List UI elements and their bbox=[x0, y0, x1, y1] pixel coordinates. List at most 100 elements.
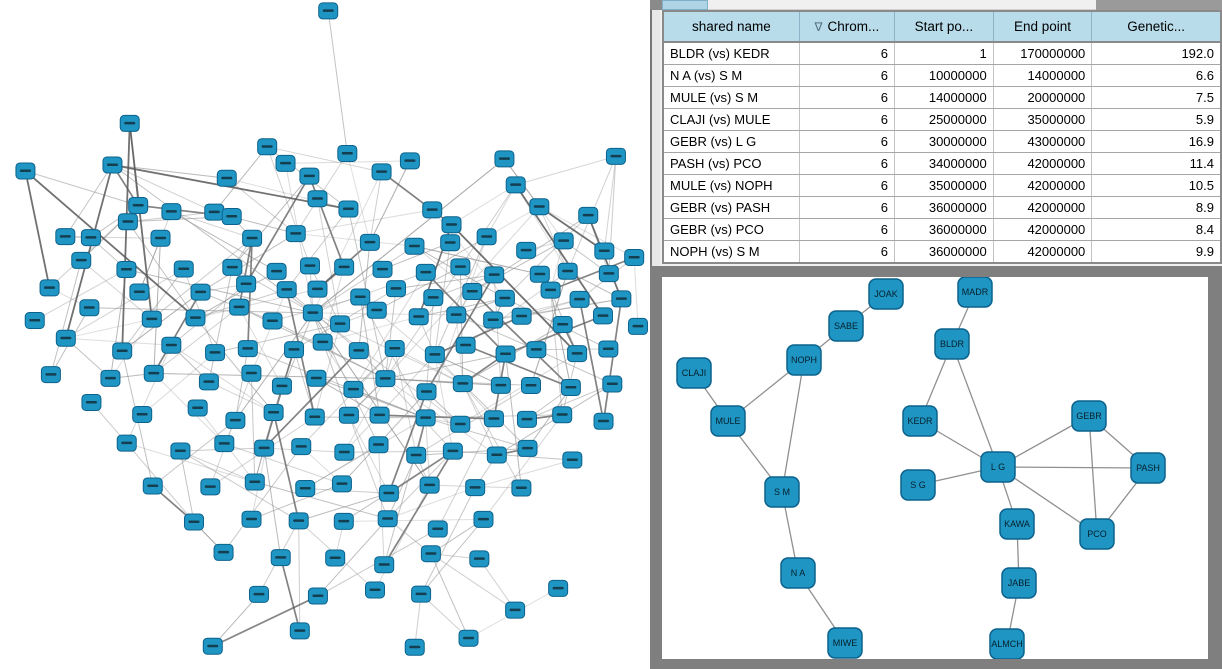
graph-node-n-a[interactable]: N A bbox=[780, 557, 816, 589]
graph-node[interactable] bbox=[562, 451, 583, 469]
graph-node[interactable] bbox=[446, 306, 467, 324]
graph-node[interactable] bbox=[307, 190, 328, 208]
graph-node[interactable] bbox=[214, 435, 235, 453]
graph-node[interactable] bbox=[128, 196, 149, 214]
graph-node[interactable] bbox=[540, 281, 561, 299]
graph-node[interactable] bbox=[299, 167, 320, 185]
graph-node[interactable] bbox=[560, 378, 581, 396]
graph-node[interactable] bbox=[185, 309, 206, 327]
graph-node[interactable] bbox=[39, 279, 60, 297]
graph-node[interactable] bbox=[183, 513, 204, 531]
graph-node[interactable] bbox=[598, 265, 619, 283]
graph-node-jabe[interactable]: JABE bbox=[1001, 567, 1037, 599]
graph-node[interactable] bbox=[334, 443, 355, 461]
graph-node[interactable] bbox=[552, 406, 573, 424]
graph-node[interactable] bbox=[624, 248, 645, 266]
graph-node[interactable] bbox=[241, 510, 262, 528]
graph-node[interactable] bbox=[404, 638, 425, 656]
graph-node[interactable] bbox=[289, 622, 310, 640]
graph-node[interactable] bbox=[266, 262, 287, 280]
graph-node[interactable] bbox=[81, 393, 102, 411]
graph-node[interactable] bbox=[333, 512, 354, 530]
graph-node[interactable] bbox=[55, 228, 76, 246]
graph-node[interactable] bbox=[511, 479, 532, 497]
graph-node[interactable] bbox=[213, 543, 234, 561]
graph-node[interactable] bbox=[205, 344, 226, 362]
graph-node[interactable] bbox=[100, 369, 121, 387]
graph-node[interactable] bbox=[406, 446, 427, 464]
graph-node[interactable] bbox=[424, 346, 445, 364]
graph-node[interactable] bbox=[521, 376, 542, 394]
graph-node[interactable] bbox=[285, 225, 306, 243]
graph-node[interactable] bbox=[295, 480, 316, 498]
graph-node[interactable] bbox=[516, 410, 537, 428]
graph-node[interactable] bbox=[593, 412, 614, 430]
graph-node[interactable] bbox=[119, 114, 140, 132]
graph-node[interactable] bbox=[112, 342, 133, 360]
graph-node[interactable] bbox=[348, 342, 369, 360]
small-network-canvas[interactable]: JOAK MADR SABE NOPH BLDR CLAJI MULE KEDR GEBR L G… bbox=[662, 277, 1208, 659]
graph-node[interactable] bbox=[627, 317, 648, 335]
graph-node[interactable] bbox=[202, 637, 223, 655]
graph-node[interactable] bbox=[117, 213, 138, 231]
graph-node[interactable] bbox=[455, 336, 476, 354]
graph-node-bldr[interactable]: BLDR bbox=[934, 328, 970, 360]
graph-node[interactable] bbox=[241, 364, 262, 382]
graph-node[interactable] bbox=[150, 229, 171, 247]
graph-node[interactable] bbox=[338, 406, 359, 424]
graph-node[interactable] bbox=[440, 234, 461, 252]
table-row[interactable]: MULE (vs) NOPH 6 35000000 42000000 10.5 bbox=[663, 174, 1221, 197]
graph-node[interactable] bbox=[473, 510, 494, 528]
graph-node[interactable] bbox=[307, 587, 328, 605]
graph-node[interactable] bbox=[378, 484, 399, 502]
table-row[interactable]: GEBR (vs) PCO 6 36000000 42000000 8.4 bbox=[663, 218, 1221, 241]
graph-node[interactable] bbox=[605, 147, 626, 165]
graph-node[interactable] bbox=[469, 550, 490, 568]
graph-node[interactable] bbox=[291, 438, 312, 456]
graph-node-pco[interactable]: PCO bbox=[1079, 518, 1115, 550]
graph-node[interactable] bbox=[237, 340, 258, 358]
graph-node[interactable] bbox=[225, 411, 246, 429]
graph-node[interactable] bbox=[420, 545, 441, 563]
graph-node[interactable] bbox=[216, 169, 237, 187]
graph-node[interactable] bbox=[548, 579, 569, 597]
graph-node[interactable] bbox=[254, 439, 275, 457]
graph-node[interactable] bbox=[306, 369, 327, 387]
graph-node[interactable] bbox=[350, 288, 371, 306]
graph-node[interactable] bbox=[442, 442, 463, 460]
graph-node[interactable] bbox=[486, 446, 507, 464]
graph-node[interactable] bbox=[511, 307, 532, 325]
graph-node[interactable] bbox=[368, 436, 389, 454]
graph-node[interactable] bbox=[441, 216, 462, 234]
graph-node[interactable] bbox=[423, 289, 444, 307]
graph-node[interactable] bbox=[408, 308, 429, 326]
graph-node[interactable] bbox=[270, 549, 291, 567]
graph-node[interactable] bbox=[483, 410, 504, 428]
graph-node[interactable] bbox=[450, 415, 471, 433]
graph-node[interactable] bbox=[263, 403, 284, 421]
graph-node[interactable] bbox=[404, 237, 425, 255]
graph-node[interactable] bbox=[415, 409, 436, 427]
graph-node[interactable] bbox=[552, 316, 573, 334]
graph-node[interactable] bbox=[505, 601, 526, 619]
graph-node[interactable] bbox=[343, 380, 364, 398]
graph-node[interactable] bbox=[338, 200, 359, 218]
graph-node[interactable] bbox=[271, 377, 292, 395]
graph-node[interactable] bbox=[372, 260, 393, 278]
graph-node[interactable] bbox=[288, 512, 309, 530]
graph-node[interactable] bbox=[143, 364, 164, 382]
graph-node-s-m[interactable]: S M bbox=[764, 476, 800, 508]
graph-node-gebr[interactable]: GEBR bbox=[1071, 400, 1107, 432]
graph-node[interactable] bbox=[257, 138, 278, 156]
graph-node[interactable] bbox=[359, 233, 380, 251]
graph-node[interactable] bbox=[24, 311, 45, 329]
graph-node-pash[interactable]: PASH bbox=[1130, 452, 1166, 484]
graph-node[interactable] bbox=[592, 307, 613, 325]
graph-node[interactable] bbox=[262, 312, 283, 330]
graph-node[interactable] bbox=[611, 290, 632, 308]
graph-node[interactable] bbox=[15, 162, 36, 180]
graph-node[interactable] bbox=[494, 289, 515, 307]
column-header-start-position[interactable]: Start po... bbox=[894, 11, 994, 43]
graph-node[interactable] bbox=[229, 298, 250, 316]
table-row[interactable]: NOPH (vs) S M 6 36000000 42000000 9.9 bbox=[663, 240, 1221, 264]
